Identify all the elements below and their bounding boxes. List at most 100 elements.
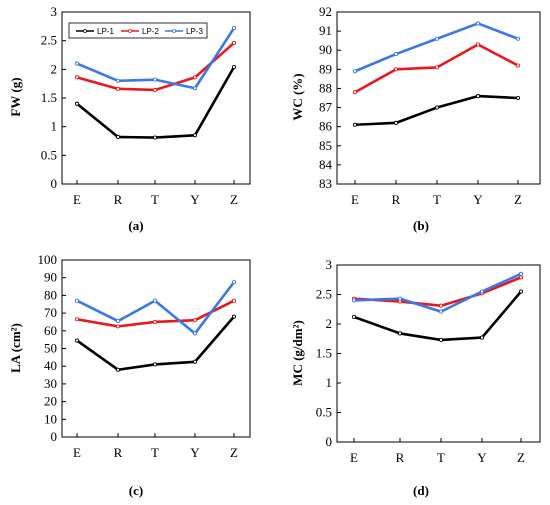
y-axis-title: WC (%) [290,73,305,120]
panel-label: (c) [129,483,143,498]
data-point [479,289,485,294]
data-point [475,21,481,26]
y-tick-label: 1 [51,119,58,134]
x-tick-label: Y [190,192,200,207]
data-point [515,36,521,41]
legend-label: LP-2 [142,27,159,36]
series-line-3 [76,281,236,335]
data-point [479,335,485,340]
data-point [74,61,80,66]
x-tick-label: Z [230,192,238,207]
data-point [115,319,121,324]
y-tick-label: 40 [44,358,57,373]
data-point [438,337,444,342]
data-point [152,77,158,82]
data-point [231,298,237,303]
y-tick-label: 70 [44,305,57,320]
x-tick-label: Y [473,192,483,207]
y-tick-label: 92 [319,4,332,19]
y-tick-label: 2.5 [41,33,57,48]
data-point [393,51,399,57]
data-point [475,94,481,99]
y-tick-label: 0.5 [41,147,57,162]
data-point [515,95,521,101]
series-line-3 [354,22,519,73]
data-point [352,122,358,127]
x-tick-label: Z [517,450,525,465]
x-tick-label: E [350,450,358,465]
data-point [351,314,357,319]
data-point [192,86,198,91]
x-tick-label: Z [514,192,522,207]
data-point [115,324,121,329]
data-point [192,331,198,336]
data-point [192,359,198,364]
data-point [115,78,121,83]
y-tick-label: 2 [51,61,58,76]
y-tick-label: 20 [44,394,57,409]
data-point [152,87,158,93]
y-tick-label: 88 [319,80,332,95]
plot-frame [336,11,541,185]
data-point [192,318,198,323]
data-point [74,298,80,303]
data-point [518,289,524,294]
x-tick-label: R [396,450,405,465]
legend-marker [172,29,176,33]
y-tick-label: 100 [38,252,58,267]
y-axis-title: LA (cm²) [8,323,23,373]
x-tick-label: E [351,192,359,207]
chart-panel-3: 0 10 20 30 40 50 60 70 80 90 100 E R T Y Z LA (cm²) (c) [8,252,251,498]
series-line-1 [76,66,236,139]
y-tick-label: 80 [44,287,57,302]
y-tick-label: 0 [326,434,333,449]
y-tick-label: 84 [319,157,333,172]
y-axis-title: FW (g) [8,77,23,116]
y-tick-label: 85 [319,138,332,153]
chart-panel-2: 83 84 85 86 87 88 89 90 91 92 E R T Y Z WC (%) (b) [290,4,541,233]
data-point [192,75,198,80]
data-point [74,101,80,106]
data-point [231,40,237,46]
data-point [231,280,237,285]
data-point [152,298,158,303]
data-point [352,69,358,74]
data-point [74,338,80,343]
x-tick-label: Y [477,450,487,465]
y-tick-label: 0.5 [316,405,332,420]
y-tick-label: 60 [44,323,57,338]
y-tick-label: 87 [319,100,333,115]
y-axis-title: MC (g/dm²) [290,320,305,386]
data-point [434,65,440,70]
data-point [115,86,121,91]
data-point [434,36,440,41]
y-tick-label: 89 [319,61,332,76]
data-point [231,314,237,319]
data-point [438,303,444,308]
panel-label: (a) [128,218,143,233]
y-tick-label: 2.5 [316,287,332,302]
plot-frame [336,264,541,443]
x-tick-label: T [151,192,159,207]
data-point [434,105,440,110]
y-tick-label: 3 [51,4,58,19]
data-point [397,296,403,301]
panel-label: (d) [413,483,429,498]
data-point [231,26,237,31]
x-tick-label: E [73,445,81,460]
y-tick-label: 1.5 [316,346,332,361]
data-point [115,134,121,140]
chart-panel-1: 0 0.5 1 1.5 2 2.5 3 E R T Y Z FW (g) (a) LP-1 LP-2 LP-3 [8,4,251,233]
data-point [475,42,481,47]
x-tick-label: R [114,192,123,207]
x-tick-label: Y [190,445,200,460]
y-tick-label: 50 [44,341,57,356]
series-line-2 [353,276,522,308]
data-point [74,75,80,80]
panel-label: (b) [413,218,429,233]
legend-label: LP-1 [97,27,114,36]
data-point [518,275,524,280]
data-point [351,298,357,303]
y-tick-label: 0 [51,176,58,191]
